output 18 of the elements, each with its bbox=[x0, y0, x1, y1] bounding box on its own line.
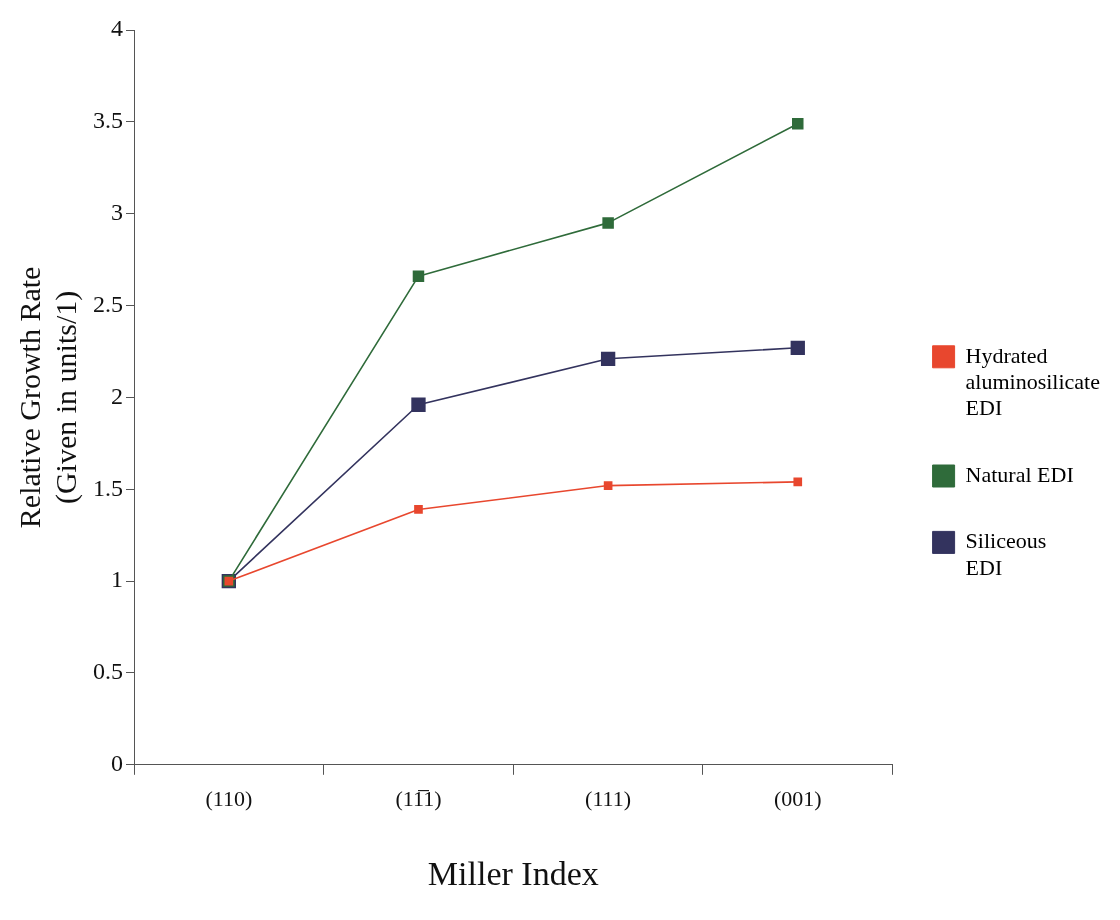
y-axis-title: Relative Growth Rate (Given in units/1) bbox=[12, 266, 83, 529]
x-tick-label: (11̅1) bbox=[395, 785, 442, 811]
y-tick-label: 1 bbox=[111, 566, 123, 593]
legend-label: Natural EDI bbox=[965, 461, 1074, 487]
x-axis-title: Miller Index bbox=[427, 854, 599, 892]
y-tick-label: 0.5 bbox=[93, 658, 123, 685]
y-tick-label: 1.5 bbox=[93, 474, 123, 501]
y-tick-label: 0 bbox=[111, 750, 123, 777]
legend-label: Siliceous EDI bbox=[965, 528, 1047, 580]
y-tick-label: 3.5 bbox=[93, 107, 123, 134]
x-tick-label: (110) bbox=[205, 785, 253, 811]
x-tick-label: (111) bbox=[585, 785, 632, 811]
y-tick-label: 3 bbox=[111, 199, 123, 225]
x-tick-label: (001) bbox=[773, 785, 822, 811]
legend-label: Hydrated aluminosilicate EDI bbox=[965, 342, 1100, 421]
y-tick-label: 2.5 bbox=[93, 290, 123, 317]
y-tick-label: 2 bbox=[111, 382, 123, 409]
y-tick-label: 4 bbox=[111, 15, 123, 42]
